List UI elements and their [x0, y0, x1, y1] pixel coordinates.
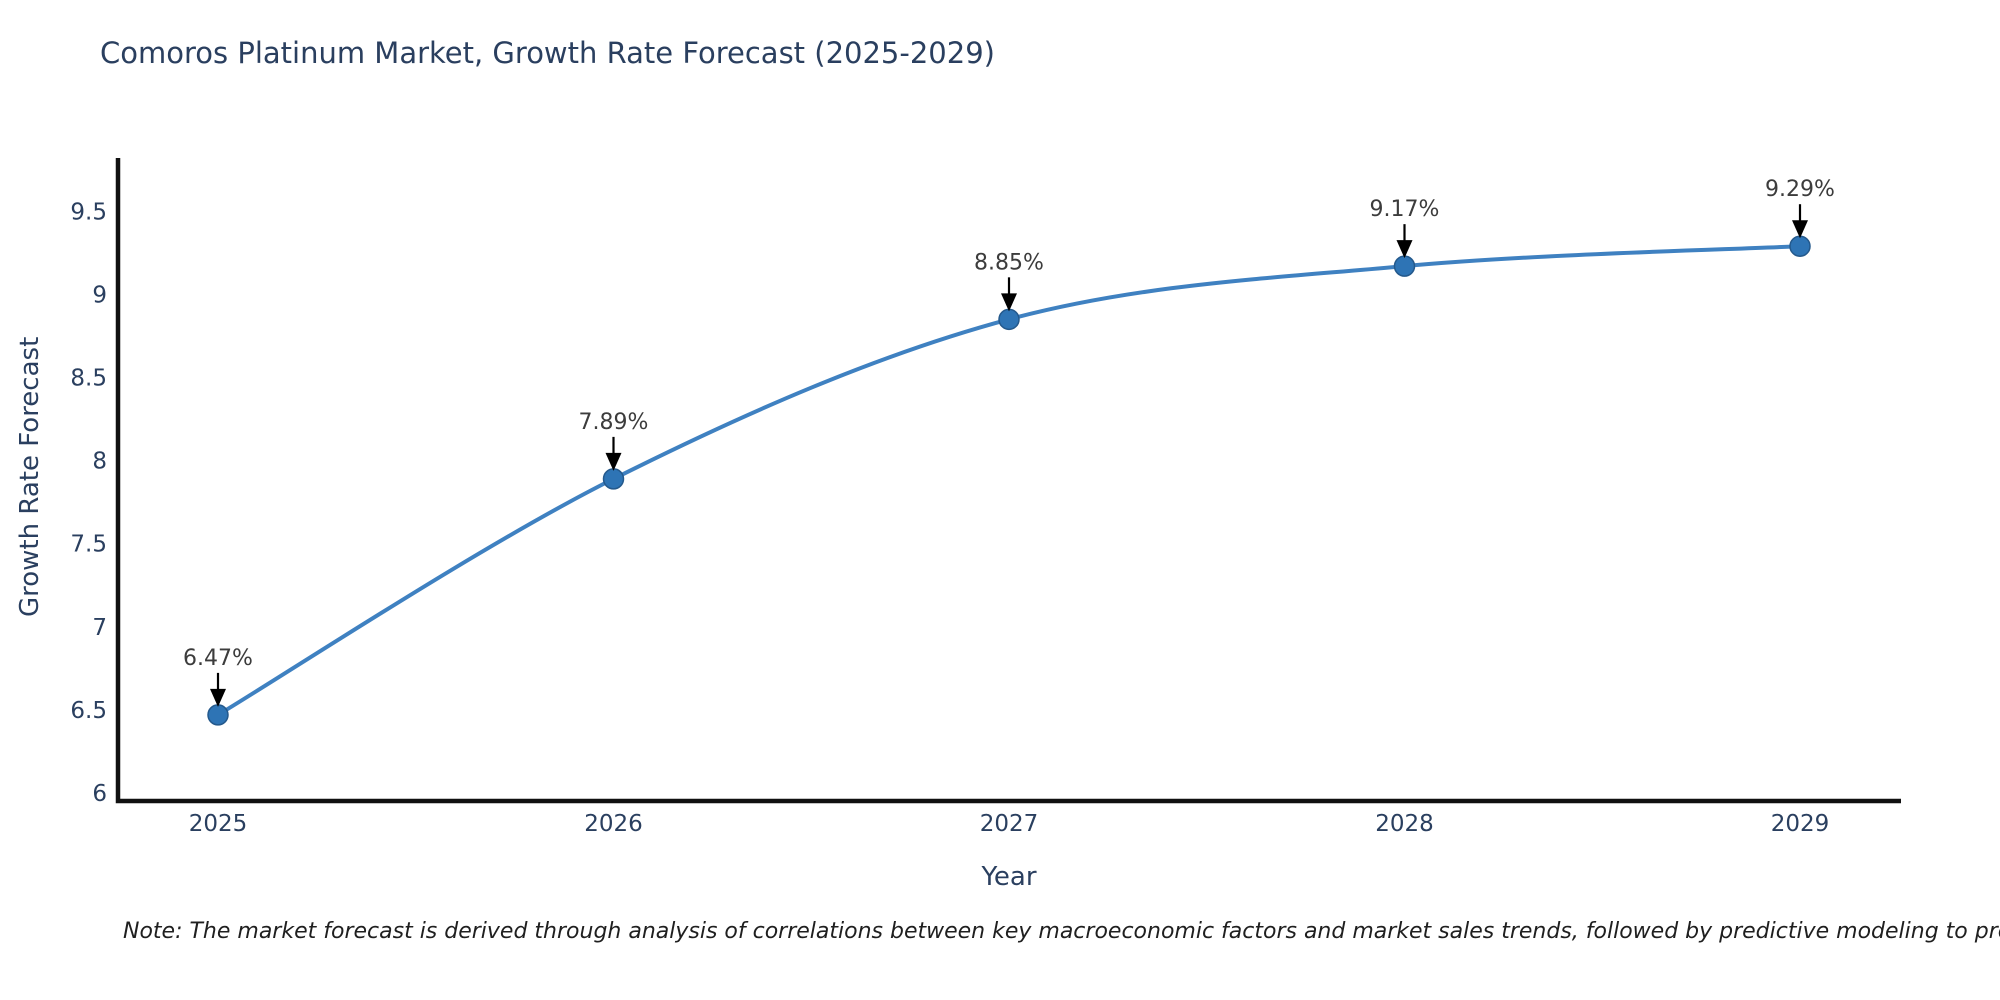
annotation-label: 7.89% [579, 410, 649, 435]
y-tick-label: 9.5 [70, 199, 107, 225]
data-point-2028[interactable] [1393, 255, 1416, 277]
data-point-2026[interactable] [602, 468, 625, 490]
y-tick-label: 6 [92, 781, 107, 807]
x-tick-label: 2026 [584, 811, 643, 837]
axis-lines [115, 158, 1901, 804]
chart-title: Comoros Platinum Market, Growth Rate For… [100, 36, 995, 70]
x-axis-title: Year [981, 862, 1037, 892]
x-tick-label: 2025 [189, 811, 248, 837]
annotation-label: 9.17% [1370, 197, 1440, 222]
y-tick-label: 7.5 [70, 532, 107, 558]
footnote: Note: The market forecast is derived thr… [123, 919, 2000, 944]
x-tick-label: 2029 [1771, 811, 1830, 837]
annotation-label: 8.85% [974, 250, 1044, 275]
y-axis-title: Growth Rate Forecast [15, 336, 45, 617]
annotation-arrowhead [1396, 240, 1413, 259]
y-tick-label: 8.5 [70, 366, 107, 392]
y-tick-label: 7 [92, 615, 107, 641]
annotation-label: 9.29% [1765, 177, 1835, 202]
annotation-arrowhead [1001, 293, 1017, 312]
y-tick-label: 9 [92, 282, 107, 308]
y-tick-label: 8 [92, 449, 107, 475]
annotation-label: 6.47% [183, 646, 253, 671]
y-tick-label: 6.5 [70, 698, 107, 724]
x-tick-label: 2028 [1375, 811, 1434, 837]
data-point-2027[interactable] [998, 308, 1020, 331]
data-point-2029[interactable] [1789, 235, 1811, 257]
annotation-arrowhead [210, 688, 226, 707]
annotation-arrowhead [1792, 220, 1808, 239]
x-tick-label: 2027 [980, 811, 1039, 837]
data-point-2025[interactable] [207, 704, 229, 726]
annotation-arrowhead [605, 452, 622, 471]
